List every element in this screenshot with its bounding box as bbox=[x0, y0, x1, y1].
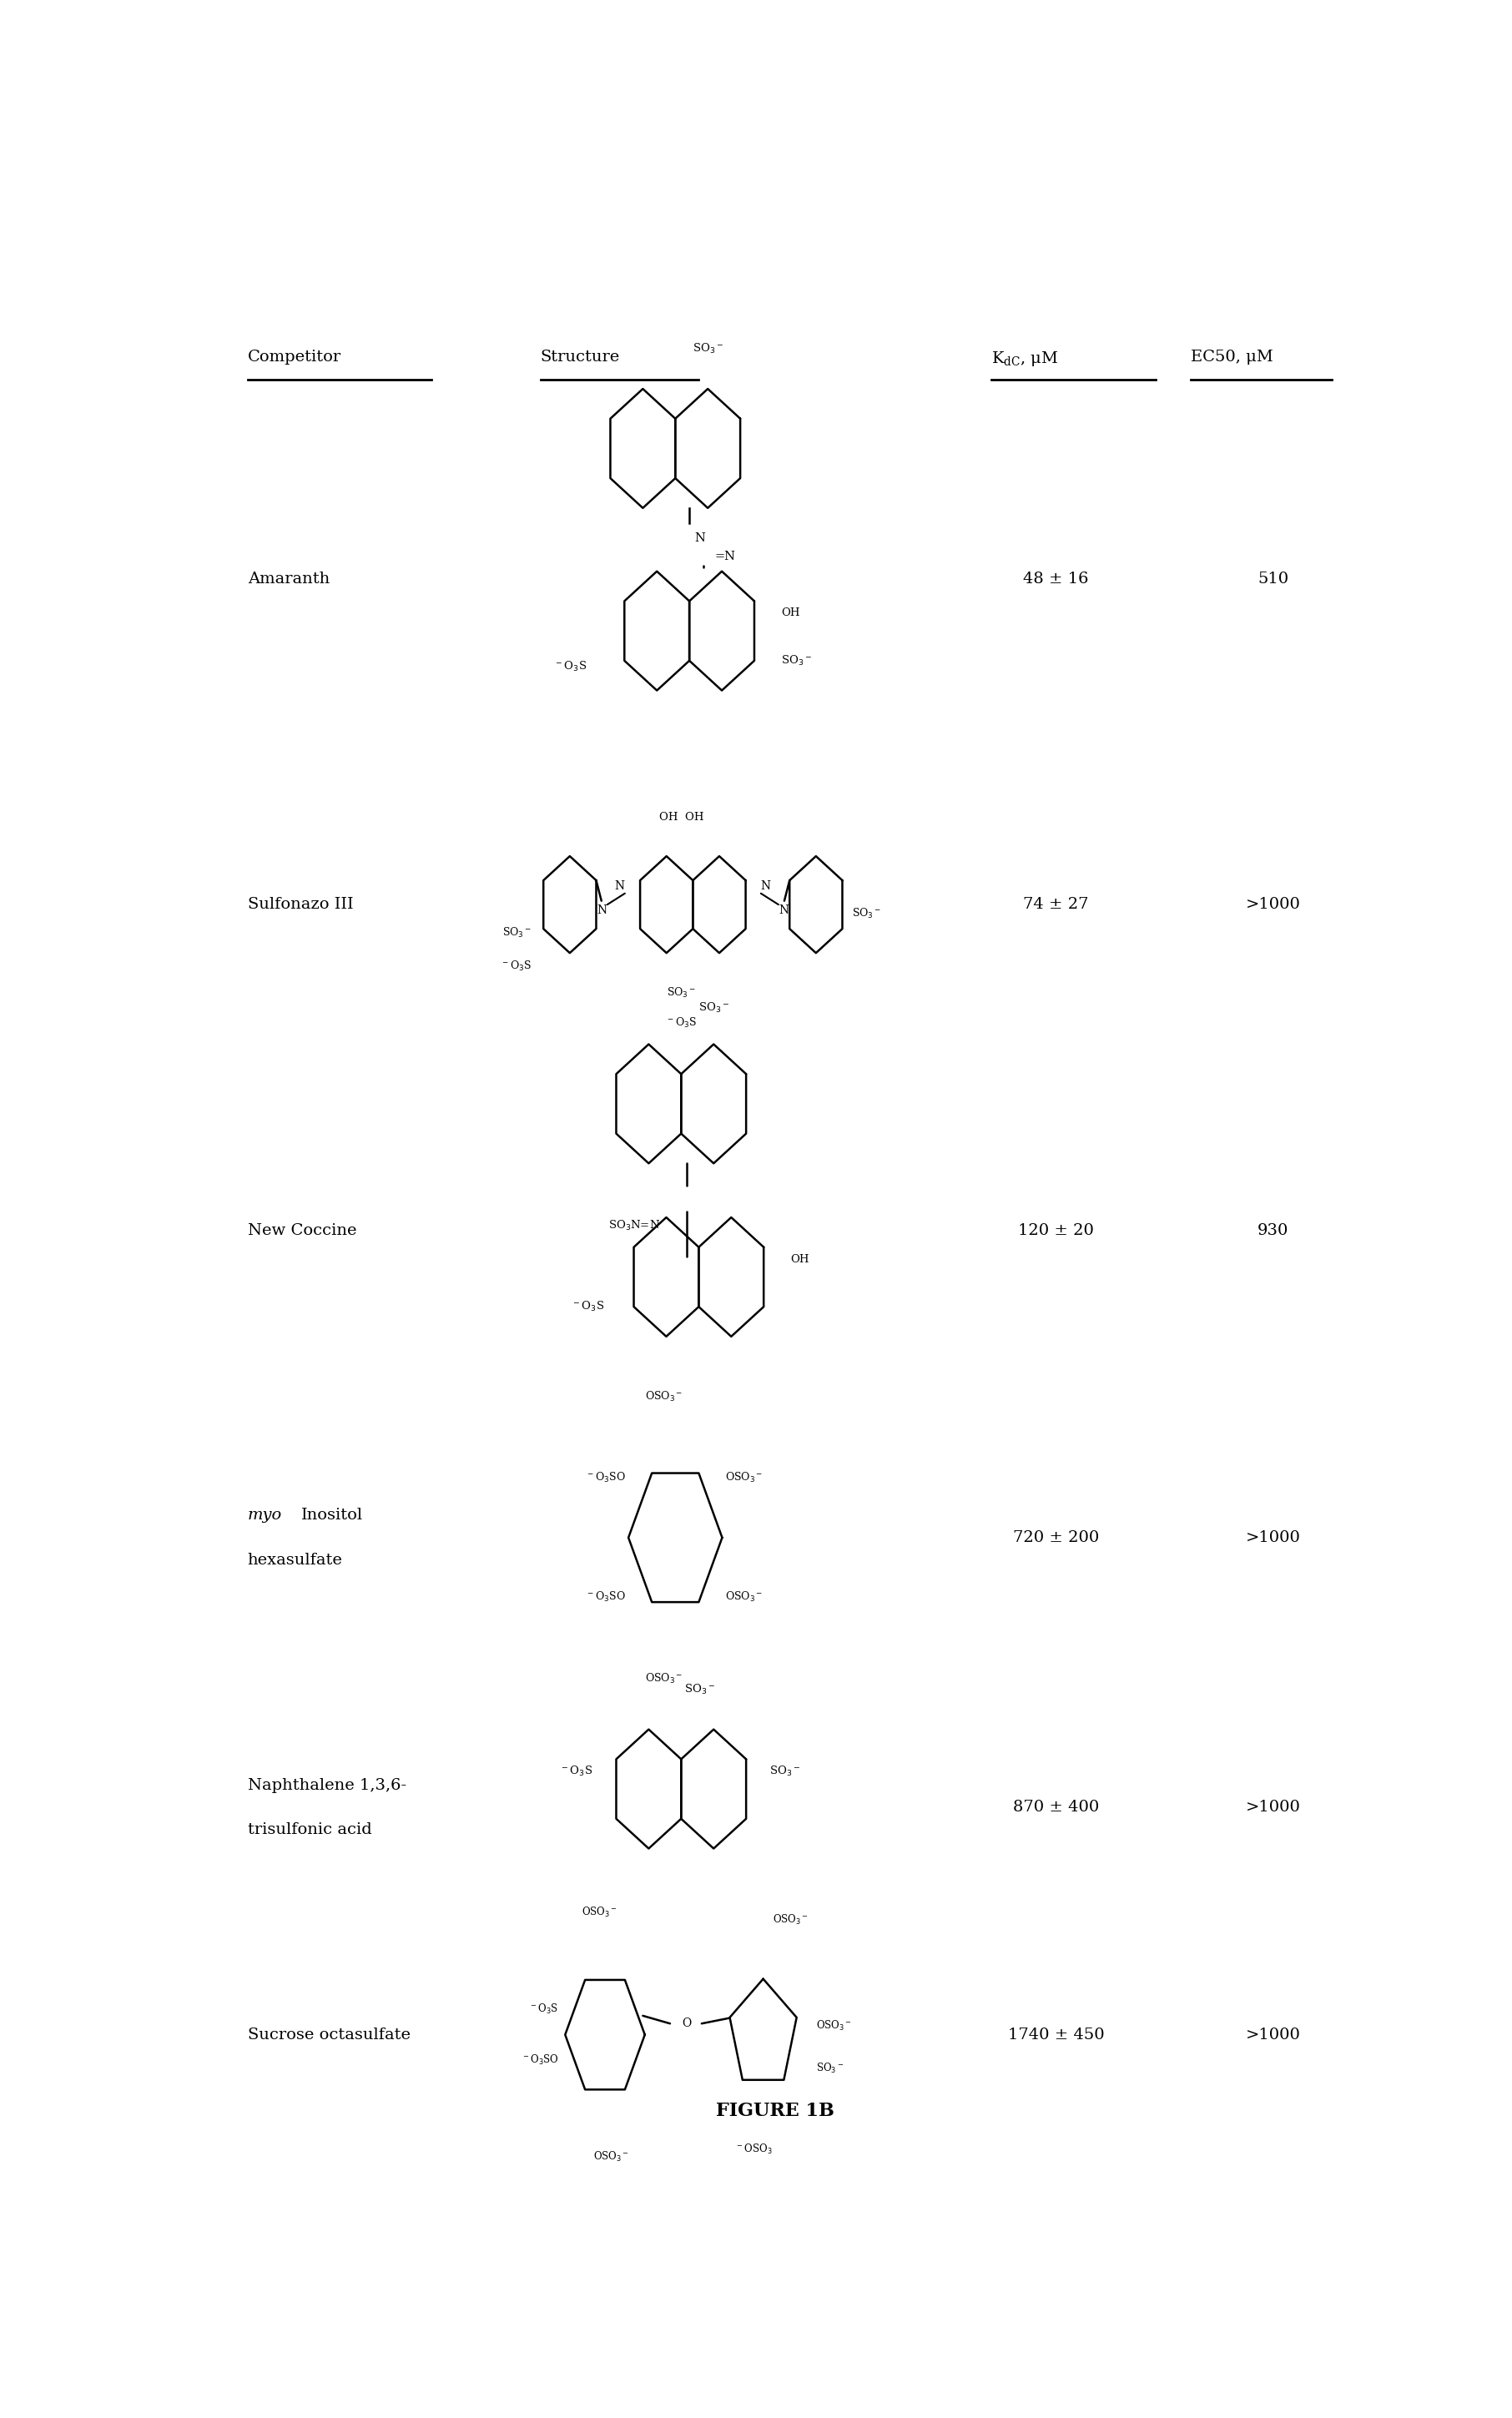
Text: 510: 510 bbox=[1258, 571, 1288, 585]
Text: OSO$_3$$^-$: OSO$_3$$^-$ bbox=[726, 1470, 764, 1485]
Text: $^-$O$_3$SO: $^-$O$_3$SO bbox=[522, 2053, 559, 2067]
Text: 1740 ± 450: 1740 ± 450 bbox=[1009, 2026, 1104, 2043]
Text: N: N bbox=[696, 532, 706, 544]
Text: OSO$_3$$^-$: OSO$_3$$^-$ bbox=[644, 1390, 682, 1402]
Text: >1000: >1000 bbox=[1246, 2026, 1300, 2043]
Text: Sucrose octasulfate: Sucrose octasulfate bbox=[248, 2026, 410, 2043]
Text: $^-$OSO$_3$: $^-$OSO$_3$ bbox=[735, 2142, 773, 2157]
Text: myo: myo bbox=[248, 1509, 283, 1523]
Text: SO$_3$$^-$: SO$_3$$^-$ bbox=[692, 341, 723, 355]
Text: OSO$_3$$^-$: OSO$_3$$^-$ bbox=[816, 2019, 851, 2031]
Text: 720 ± 200: 720 ± 200 bbox=[1013, 1531, 1099, 1545]
Text: N: N bbox=[761, 880, 771, 892]
Text: 74 ± 27: 74 ± 27 bbox=[1024, 897, 1089, 912]
Text: O: O bbox=[682, 2017, 691, 2029]
Text: OSO$_3$$^-$: OSO$_3$$^-$ bbox=[644, 1671, 682, 1685]
Text: SO$_3$$^-$: SO$_3$$^-$ bbox=[851, 907, 881, 921]
Text: 120 ± 20: 120 ± 20 bbox=[1018, 1224, 1095, 1238]
Text: New Coccine: New Coccine bbox=[248, 1224, 357, 1238]
Text: OH  OH: OH OH bbox=[659, 812, 703, 822]
Text: SO$_3$$^-$: SO$_3$$^-$ bbox=[502, 926, 532, 938]
Text: $^-$O$_3$SO: $^-$O$_3$SO bbox=[585, 1591, 626, 1603]
Text: $^-$O$_3$S: $^-$O$_3$S bbox=[500, 960, 532, 972]
Text: Structure: Structure bbox=[541, 351, 620, 365]
Text: 48 ± 16: 48 ± 16 bbox=[1024, 571, 1089, 585]
Text: SO$_3$$^-$: SO$_3$$^-$ bbox=[782, 653, 812, 667]
Text: OSO$_3$$^-$: OSO$_3$$^-$ bbox=[726, 1591, 764, 1603]
Text: N: N bbox=[597, 904, 608, 916]
Text: trisulfonic acid: trisulfonic acid bbox=[248, 1823, 372, 1838]
Text: N: N bbox=[779, 904, 789, 916]
Text: $^-$O$_3$S: $^-$O$_3$S bbox=[559, 1765, 593, 1777]
Text: $^-$O$_3$S: $^-$O$_3$S bbox=[572, 1301, 605, 1313]
Text: SO$_3$$^-$: SO$_3$$^-$ bbox=[667, 987, 696, 1001]
Text: SO$_3$$^-$: SO$_3$$^-$ bbox=[770, 1765, 800, 1777]
Text: OSO$_3$$^-$: OSO$_3$$^-$ bbox=[773, 1913, 809, 1927]
Text: hexasulfate: hexasulfate bbox=[248, 1552, 343, 1567]
Text: >1000: >1000 bbox=[1246, 1531, 1300, 1545]
Text: $^-$O$_3$SO: $^-$O$_3$SO bbox=[585, 1470, 626, 1485]
Text: >1000: >1000 bbox=[1246, 897, 1300, 912]
Text: 870 ± 400: 870 ± 400 bbox=[1013, 1799, 1099, 1816]
Text: Naphthalene 1,3,6-: Naphthalene 1,3,6- bbox=[248, 1777, 407, 1792]
Text: SO$_3$$^-$: SO$_3$$^-$ bbox=[699, 1001, 729, 1016]
Text: >1000: >1000 bbox=[1246, 1799, 1300, 1816]
Text: Inositol: Inositol bbox=[301, 1509, 363, 1523]
Text: FIGURE 1B: FIGURE 1B bbox=[715, 2101, 835, 2121]
Text: 930: 930 bbox=[1258, 1224, 1288, 1238]
Text: Competitor: Competitor bbox=[248, 351, 342, 365]
Text: N: N bbox=[615, 880, 624, 892]
Text: $^-$O$_3$S: $^-$O$_3$S bbox=[665, 1016, 697, 1030]
Text: SO$_3$N=N: SO$_3$N=N bbox=[608, 1219, 661, 1233]
Text: SO$_3$$^-$: SO$_3$$^-$ bbox=[685, 1683, 715, 1695]
Text: Amaranth: Amaranth bbox=[248, 571, 330, 585]
Text: OSO$_3$$^-$: OSO$_3$$^-$ bbox=[593, 2150, 629, 2164]
Text: SO$_3$$^-$: SO$_3$$^-$ bbox=[816, 2063, 844, 2075]
Text: $^-$O$_3$S: $^-$O$_3$S bbox=[555, 660, 587, 672]
Text: OH: OH bbox=[782, 607, 800, 619]
Text: $^-$O$_3$S: $^-$O$_3$S bbox=[529, 2002, 559, 2017]
Text: Sulfonazo III: Sulfonazo III bbox=[248, 897, 354, 912]
Text: OH: OH bbox=[791, 1253, 809, 1265]
Text: K$_{\mathregular{dC}}$, μM: K$_{\mathregular{dC}}$, μM bbox=[992, 351, 1058, 368]
Text: =N: =N bbox=[715, 551, 736, 563]
Text: OSO$_3$$^-$: OSO$_3$$^-$ bbox=[581, 1905, 617, 1920]
Text: EC50, μM: EC50, μM bbox=[1191, 351, 1273, 365]
